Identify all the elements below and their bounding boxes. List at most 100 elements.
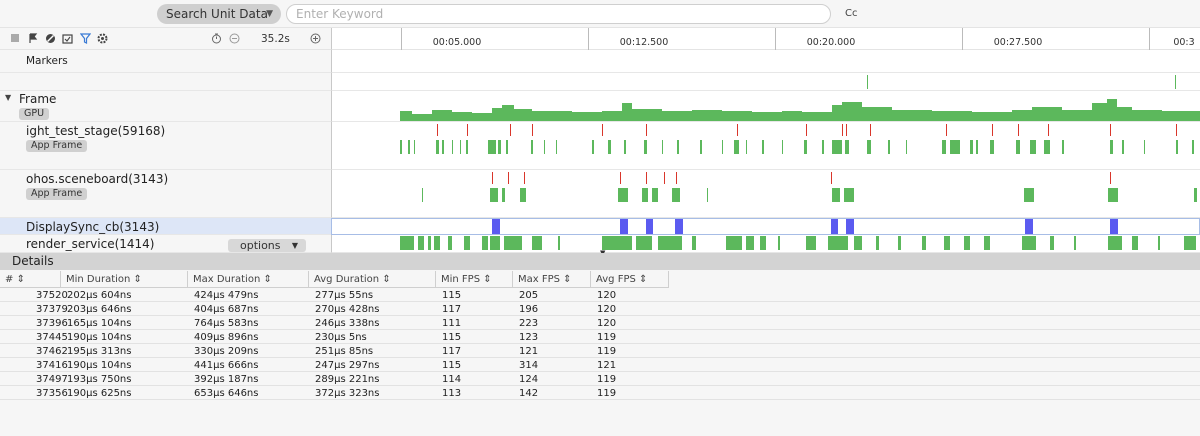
ruler-label: 00:12.500 (619, 37, 669, 48)
gpu-tag: GPU (19, 108, 50, 120)
markers-label: Markers (26, 55, 68, 67)
square-icon[interactable] (9, 33, 21, 45)
gear-icon[interactable] (96, 33, 108, 45)
table-cell: 190μs 104ns (67, 332, 132, 343)
table-row[interactable]: 37462 195μs 313ns 330μs 209ns 251μs 85ns 117… (0, 345, 1200, 358)
table-cell: 121 (597, 360, 617, 371)
table-cell: 37497 (36, 374, 68, 385)
table-cell: 117 (442, 346, 462, 357)
table-cell: 119 (597, 374, 617, 385)
table-cell: 441μs 666ns (194, 360, 259, 371)
table-cell: 223 (519, 318, 539, 329)
app-frame-chart (422, 172, 1197, 202)
table-cell: 120 (597, 318, 617, 329)
zoom-in-icon[interactable] (309, 33, 321, 45)
column-header-label: Min Duration (66, 274, 131, 285)
table-row[interactable]: 37356 190μs 625ns 653μs 646ns 372μs 323ns 11… (0, 387, 1200, 400)
options-label: options (240, 239, 281, 252)
table-row[interactable]: 37497 193μs 750ns 392μs 187ns 289μs 221ns 11… (0, 373, 1200, 386)
table-cell: 37356 (36, 388, 68, 399)
column-header[interactable]: Max FPS ⇕ (513, 271, 591, 288)
light-test-row-label[interactable]: ight_test_stage(59168) App Frame (0, 122, 331, 170)
column-header[interactable]: Min FPS ⇕ (436, 271, 513, 288)
table-row[interactable]: 37520 202μs 604ns 424μs 479ns 277μs 55ns 115… (0, 289, 1200, 302)
options-button[interactable]: options ▼ (228, 239, 306, 252)
sort-icon: ⇕ (563, 274, 572, 285)
marker[interactable] (867, 75, 868, 89)
sceneboard-row-label[interactable]: ohos.sceneboard(3143) App Frame (0, 170, 331, 218)
table-cell: 120 (597, 304, 617, 315)
keyword-input[interactable] (286, 4, 831, 24)
time-ruler[interactable]: 00:05.000 00:12.500 00:20.000 00:27.500 … (331, 28, 1200, 50)
table-cell: 289μs 221ns (315, 374, 380, 385)
table-cell: 114 (442, 374, 462, 385)
match-case-button[interactable]: Cc (845, 8, 858, 19)
screenshot-icon[interactable] (61, 33, 73, 45)
column-header[interactable]: Max Duration ⇕ (188, 271, 309, 288)
column-header[interactable]: Avg FPS ⇕ (591, 271, 669, 288)
table-row[interactable]: 37445 190μs 104ns 409μs 896ns 230μs 5ns 115 1… (0, 331, 1200, 344)
column-header-label: # (5, 274, 14, 285)
ruler-label: 00:3 (1173, 37, 1195, 48)
table-cell: 37396 (36, 318, 68, 329)
frame-label: Frame (19, 92, 57, 106)
column-header[interactable]: Avg Duration ⇕ (309, 271, 436, 288)
ruler-label: 00:20.000 (806, 37, 856, 48)
column-header-label: Min FPS (441, 274, 481, 285)
column-header[interactable]: # ⇕ (0, 271, 61, 288)
search-scope-label: Search Unit Data (166, 7, 268, 21)
markers-track[interactable] (331, 50, 1200, 73)
render-service-track[interactable] (331, 235, 1200, 253)
column-header[interactable]: Min Duration ⇕ (61, 271, 188, 288)
frame-row-label[interactable]: ▼ Frame GPU (0, 91, 331, 122)
table-cell: 117 (442, 304, 462, 315)
table-cell: 203μs 646ns (67, 304, 132, 315)
app-frame-tag: App Frame (26, 140, 88, 152)
markers-sub-track[interactable] (331, 73, 1200, 91)
gpu-track[interactable] (331, 91, 1200, 122)
table-cell: 115 (442, 290, 462, 301)
table-cell: 202μs 604ns (67, 290, 132, 301)
markers-row-label: Markers (0, 50, 331, 73)
column-header-label: Avg FPS (596, 274, 636, 285)
sort-icon: ⇕ (483, 274, 492, 285)
displaysync-chart (492, 219, 1118, 234)
chevron-down-icon: ▼ (291, 241, 298, 250)
block-icon[interactable] (44, 33, 56, 45)
flag-icon[interactable] (27, 33, 39, 45)
ruler-tick (588, 28, 589, 50)
table-cell: 119 (597, 346, 617, 357)
table-cell: 165μs 104ns (67, 318, 132, 329)
table-row[interactable]: 37396 165μs 104ns 764μs 583ns 246μs 338ns 11… (0, 317, 1200, 330)
table-cell: 424μs 479ns (194, 290, 259, 301)
search-scope-select[interactable]: Search Unit Data ▼ (157, 4, 281, 24)
ruler-tick (775, 28, 776, 50)
table-cell: 196 (519, 304, 539, 315)
table-cell: 190μs 104ns (67, 360, 132, 371)
table-cell: 230μs 5ns (315, 332, 367, 343)
ruler-tick (401, 28, 402, 50)
details-table: # ⇕ Min Duration ⇕ Max Duration ⇕ Avg Du… (0, 271, 1200, 436)
sceneboard-track[interactable] (331, 170, 1200, 218)
table-row[interactable]: 37379 203μs 646ns 404μs 687ns 270μs 428ns 11… (0, 303, 1200, 316)
sort-icon: ⇕ (133, 274, 142, 285)
table-cell: 653μs 646ns (194, 388, 259, 399)
zoom-out-icon[interactable] (228, 33, 240, 45)
table-cell: 120 (597, 290, 617, 301)
table-cell: 195μs 313ns (67, 346, 132, 357)
chevron-down-icon: ▼ (266, 9, 273, 19)
marker[interactable] (1175, 75, 1176, 89)
filter-icon[interactable] (79, 33, 91, 45)
displaysync-row-label[interactable]: DisplaySync_cb(3143) (0, 218, 331, 235)
table-row[interactable]: 37416 190μs 104ns 441μs 666ns 247μs 297ns 11… (0, 359, 1200, 372)
displaysync-track[interactable] (331, 218, 1200, 235)
timer-icon[interactable] (210, 33, 222, 45)
sceneboard-label: ohos.sceneboard(3143) (26, 172, 169, 186)
trace-toolbar: 35.2s (0, 28, 331, 50)
search-bar: Search Unit Data ▼ Cc (0, 0, 1200, 28)
collapse-triangle-icon[interactable]: ▼ (5, 93, 12, 102)
table-cell: 37520 (36, 290, 68, 301)
light-test-track[interactable] (331, 122, 1200, 170)
table-cell: 115 (442, 360, 462, 371)
